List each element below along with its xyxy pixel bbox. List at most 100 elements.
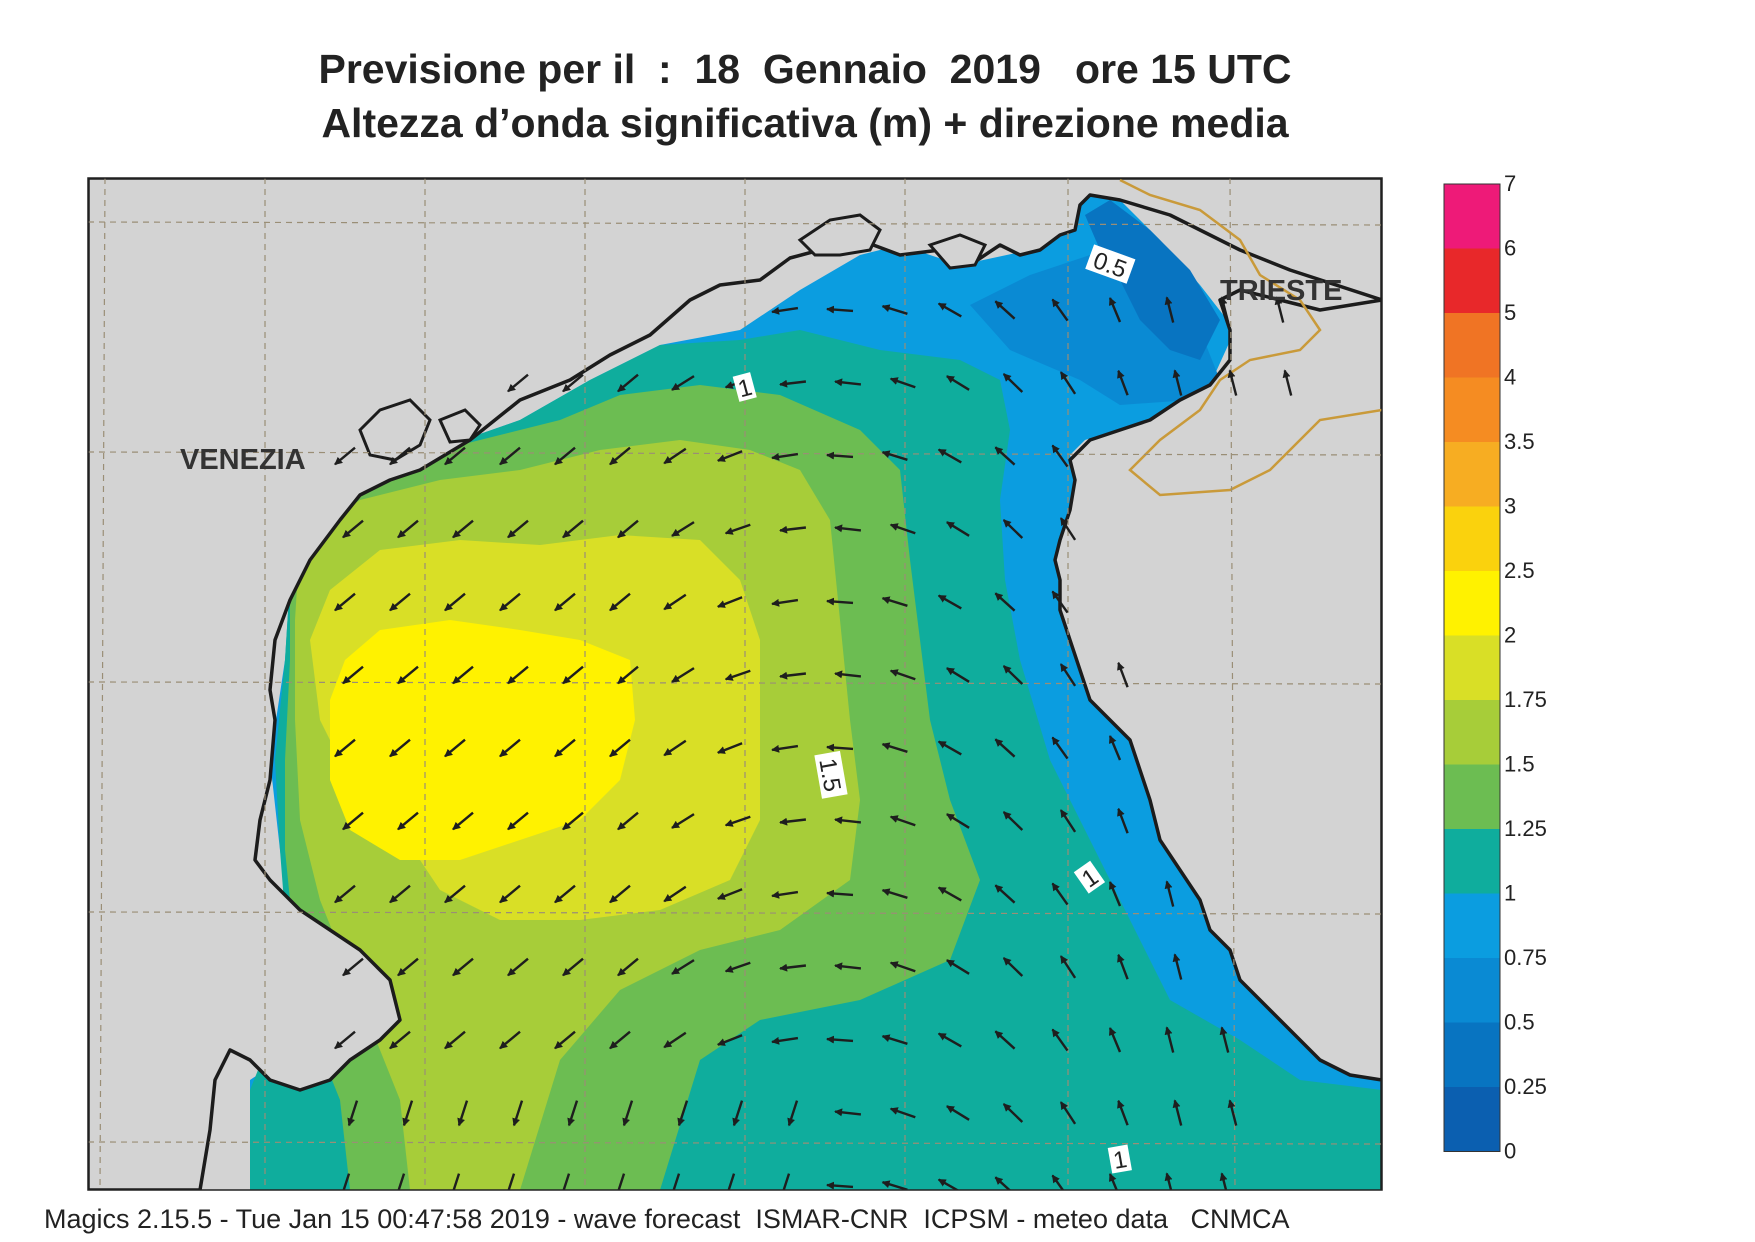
wave-direction-arrow bbox=[1117, 953, 1129, 980]
wave-direction-arrow bbox=[389, 592, 411, 612]
wave-direction-arrow bbox=[826, 451, 854, 460]
wave-direction-arrow bbox=[609, 592, 631, 612]
wave-direction-arrow bbox=[554, 446, 576, 466]
wave-direction-arrow bbox=[554, 884, 576, 904]
wave-direction-arrow bbox=[507, 1173, 516, 1190]
wave-direction-arrow bbox=[724, 815, 751, 827]
wave-direction-arrow bbox=[1059, 517, 1077, 541]
wave-direction-arrow bbox=[889, 961, 916, 973]
wave-direction-arrow bbox=[994, 1030, 1016, 1050]
wave-direction-arrow bbox=[889, 669, 916, 681]
wave-direction-arrow bbox=[617, 957, 639, 977]
wave-direction-arrow bbox=[1002, 1103, 1024, 1123]
wave-direction-arrow bbox=[716, 888, 743, 900]
wave-direction-arrow bbox=[554, 592, 576, 612]
istria-coast bbox=[1053, 288, 1382, 1190]
wave-direction-arrows bbox=[334, 296, 1293, 1190]
wave-direction-arrow bbox=[1164, 1026, 1175, 1053]
wave-direction-arrow bbox=[444, 446, 466, 466]
wave-direction-arrow bbox=[779, 817, 807, 826]
wave-direction-arrow bbox=[622, 1100, 634, 1127]
legend-tick-label: 1 bbox=[1504, 881, 1516, 906]
graticule bbox=[88, 178, 1382, 1190]
legend-tick-label: 7 bbox=[1504, 171, 1516, 196]
wave-direction-arrow bbox=[444, 884, 466, 904]
wave-direction-arrow bbox=[671, 813, 695, 829]
wave-direction-arrow bbox=[342, 811, 364, 831]
wave-direction-arrow bbox=[1219, 296, 1230, 323]
wave-direction-arrow bbox=[937, 886, 962, 902]
wave-direction-arrow bbox=[1282, 369, 1293, 396]
wave-direction-arrow bbox=[507, 519, 529, 539]
wave-direction-arrow bbox=[716, 450, 743, 462]
wave-direction-arrow bbox=[724, 961, 751, 973]
wave-direction-arrow bbox=[1051, 444, 1069, 468]
wave-direction-arrow bbox=[617, 1173, 626, 1190]
wave-direction-arrow bbox=[562, 957, 584, 977]
wave-direction-arrow bbox=[779, 525, 807, 534]
legend-tick-label: 3.5 bbox=[1504, 429, 1535, 454]
grid-line-h bbox=[88, 451, 1382, 456]
wave-direction-arrow bbox=[994, 738, 1016, 758]
grid-line-v bbox=[99, 178, 106, 1190]
wave-direction-arrow bbox=[937, 1032, 962, 1048]
wave-direction-arrow bbox=[1117, 807, 1129, 834]
wave-direction-arrow bbox=[937, 302, 962, 318]
wave-direction-arrow bbox=[994, 592, 1016, 612]
legend-tick-label: 5 bbox=[1504, 300, 1516, 325]
wave-direction-arrow bbox=[834, 1108, 862, 1117]
wave-direction-arrow bbox=[389, 446, 411, 466]
wave-direction-arrow bbox=[389, 738, 411, 758]
wave-direction-arrow bbox=[554, 738, 576, 758]
wave-direction-arrow bbox=[771, 890, 799, 899]
wave-direction-arrow bbox=[1108, 881, 1122, 907]
legend-swatch bbox=[1444, 958, 1500, 1023]
wave-direction-arrow bbox=[562, 811, 584, 831]
wave-direction-arrow bbox=[826, 305, 854, 314]
wave-direction-arrow bbox=[1172, 953, 1183, 980]
wave-direction-arrow bbox=[881, 1034, 908, 1045]
wave-direction-arrow bbox=[389, 884, 411, 904]
map-subtitle: Altezza d’onda significativa (m) + direz… bbox=[321, 100, 1289, 146]
wave-direction-arrow bbox=[937, 740, 962, 756]
wave-direction-arrow bbox=[397, 1173, 406, 1190]
contour-label: 1 bbox=[1111, 1146, 1129, 1175]
wave-direction-arrow bbox=[946, 813, 970, 829]
wave-direction-arrow bbox=[397, 665, 419, 685]
legend-tick-label: 2 bbox=[1504, 623, 1516, 648]
wave-direction-arrow bbox=[609, 884, 631, 904]
wave-direction-arrow bbox=[617, 811, 639, 831]
wave-direction-arrow bbox=[1002, 957, 1024, 977]
wave-direction-arrow bbox=[826, 597, 854, 606]
wave-direction-arrow bbox=[1002, 665, 1024, 685]
state-border bbox=[1119, 178, 1382, 497]
wave-direction-arrow bbox=[512, 1100, 524, 1127]
wave-direction-arrow bbox=[452, 665, 474, 685]
map-frame bbox=[87, 177, 1383, 1191]
wave-direction-arrow bbox=[1051, 1174, 1065, 1190]
wave-direction-arrow bbox=[881, 450, 908, 461]
wave-direction-arrow bbox=[397, 957, 419, 977]
wave-direction-arrow bbox=[342, 957, 364, 977]
legend-swatch bbox=[1444, 1022, 1500, 1087]
wave-direction-arrow bbox=[1051, 590, 1069, 614]
wave-direction-arrow bbox=[444, 738, 466, 758]
wave-direction-arrow bbox=[507, 373, 529, 393]
wave-direction-arrow bbox=[826, 889, 854, 898]
wave-direction-arrow bbox=[452, 519, 474, 539]
city-label-trieste: TRIESTE bbox=[1220, 275, 1342, 307]
legend-swatch bbox=[1444, 442, 1500, 507]
legend-tick-label: 1.25 bbox=[1504, 816, 1547, 841]
wave-direction-arrow bbox=[994, 446, 1016, 466]
legend-swatch bbox=[1444, 635, 1500, 700]
wave-direction-arrow bbox=[771, 306, 799, 315]
wave-direction-arrow bbox=[334, 884, 356, 904]
wave-direction-arrow bbox=[1172, 369, 1183, 396]
wave-direction-arrow bbox=[1117, 369, 1129, 396]
wave-direction-arrow bbox=[946, 521, 970, 537]
legend-tick-label: 2.5 bbox=[1504, 558, 1535, 583]
wave-direction-arrow bbox=[342, 665, 364, 685]
wave-direction-arrow bbox=[1059, 1101, 1077, 1125]
wave-direction-arrow bbox=[826, 1035, 854, 1044]
legend-tick-label: 3 bbox=[1504, 494, 1516, 519]
